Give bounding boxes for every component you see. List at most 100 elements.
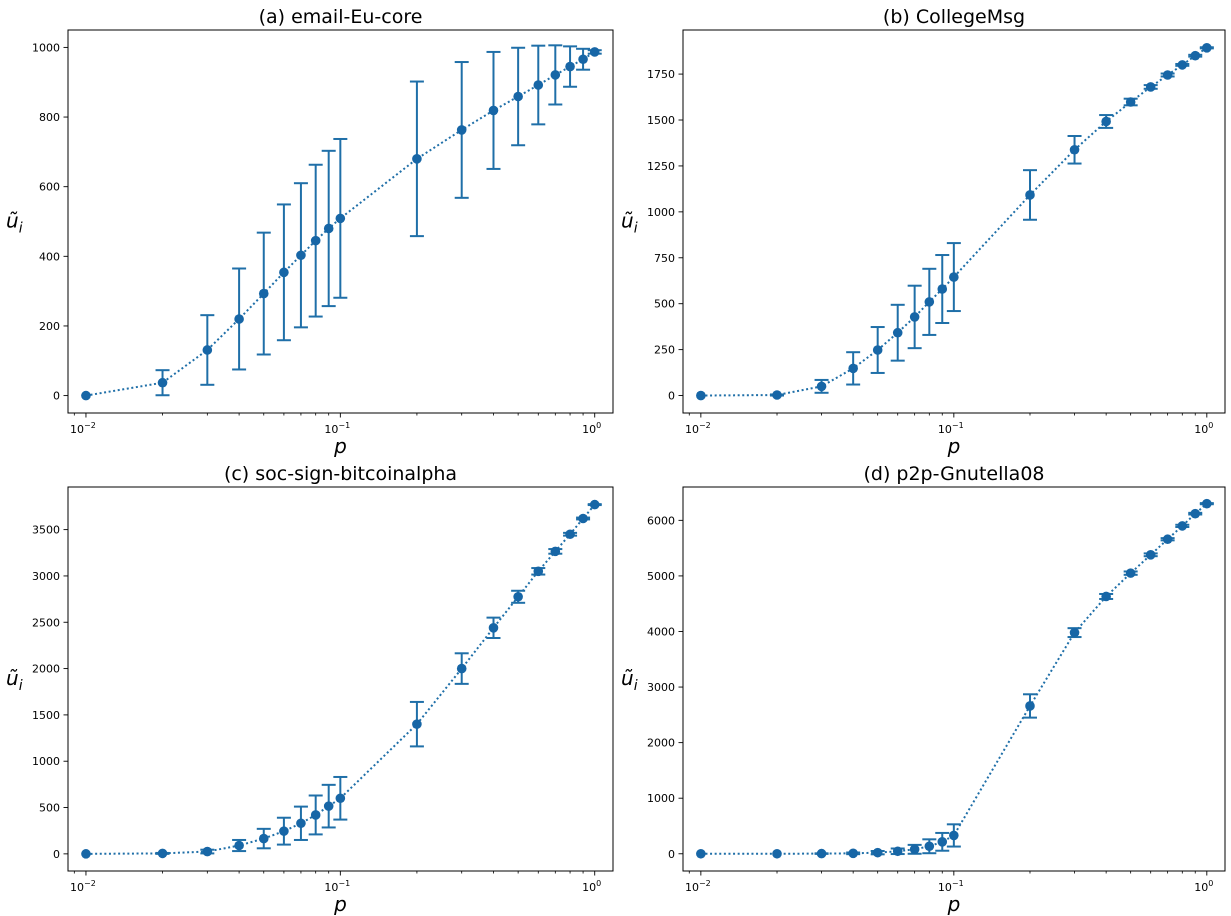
marker bbox=[696, 848, 706, 859]
y-tick-label: 3000 bbox=[647, 681, 675, 694]
data-point bbox=[1188, 50, 1203, 61]
y-tick-label: 1750 bbox=[647, 68, 675, 81]
marker bbox=[202, 345, 213, 355]
y-tick-label: 750 bbox=[654, 252, 675, 265]
y-tick-label: 5000 bbox=[647, 570, 675, 583]
marker bbox=[234, 314, 244, 324]
marker bbox=[578, 54, 588, 65]
marker bbox=[81, 390, 91, 401]
data-point bbox=[256, 827, 271, 850]
data-point bbox=[276, 816, 291, 846]
y-tick-label: 2500 bbox=[32, 616, 60, 629]
y-tick-label: 1500 bbox=[647, 114, 675, 127]
y-axis-label: ũi bbox=[621, 666, 638, 694]
panel-b-title: (b) CollegeMsg bbox=[883, 6, 1025, 28]
data-point bbox=[333, 775, 348, 821]
data-point bbox=[935, 831, 950, 852]
data-point bbox=[814, 378, 829, 394]
marker bbox=[234, 840, 244, 851]
data-point bbox=[696, 848, 706, 859]
marker bbox=[157, 377, 168, 388]
marker bbox=[310, 810, 321, 820]
data-point bbox=[922, 267, 937, 336]
y-tick-label: 500 bbox=[654, 298, 675, 311]
panel-c: (c) soc-sign-bitcoinalpha 10−2 10−1 100 0 500… bbox=[6, 463, 614, 916]
marker bbox=[578, 513, 588, 524]
marker bbox=[1202, 43, 1212, 53]
marker bbox=[488, 105, 499, 116]
data-point bbox=[308, 163, 323, 318]
data-point bbox=[232, 267, 247, 371]
marker bbox=[1025, 701, 1035, 711]
y-tick-label: 6000 bbox=[647, 514, 675, 527]
data-point bbox=[890, 846, 905, 857]
marker bbox=[412, 719, 422, 729]
panel-c-title: (c) soc-sign-bitcoinalpha bbox=[224, 463, 457, 485]
marker bbox=[1190, 508, 1201, 519]
x-tick-label: 10−1 bbox=[324, 879, 350, 894]
marker bbox=[1125, 97, 1136, 107]
data-point bbox=[1067, 627, 1082, 639]
marker bbox=[772, 390, 782, 400]
data-point bbox=[846, 351, 861, 386]
data-point bbox=[409, 700, 424, 748]
marker bbox=[279, 826, 289, 836]
data-point bbox=[454, 61, 469, 199]
marker bbox=[589, 47, 600, 57]
y-tick-label: 1000 bbox=[32, 41, 60, 54]
data-point bbox=[308, 794, 323, 836]
data-point bbox=[890, 303, 905, 362]
marker bbox=[1125, 568, 1136, 578]
marker bbox=[335, 793, 346, 804]
data-point bbox=[486, 50, 501, 170]
data-point bbox=[1199, 498, 1214, 509]
x-tick-label: 10−2 bbox=[685, 879, 711, 894]
x-tick-label: 10−1 bbox=[938, 421, 964, 436]
marker bbox=[892, 846, 903, 857]
y-axis-label: ũi bbox=[6, 209, 23, 237]
y-tick-label: 800 bbox=[39, 111, 60, 124]
data-point bbox=[276, 203, 291, 342]
x-tick-label: 10−1 bbox=[938, 879, 964, 894]
x-tick-label: 100 bbox=[1194, 879, 1213, 894]
marker bbox=[412, 154, 422, 164]
marker bbox=[565, 529, 575, 540]
data-point bbox=[200, 314, 215, 386]
y-tick-label: 200 bbox=[39, 320, 60, 333]
y-tick-label: 0 bbox=[53, 390, 60, 403]
marker bbox=[1101, 591, 1111, 602]
data-point bbox=[587, 499, 602, 510]
data-point bbox=[696, 390, 706, 401]
axes-frame bbox=[682, 29, 1226, 414]
marker bbox=[258, 833, 269, 844]
data-point bbox=[1022, 169, 1037, 221]
marker bbox=[848, 363, 858, 374]
data-point bbox=[81, 390, 91, 401]
y-tick-label: 0 bbox=[53, 848, 60, 861]
data-point bbox=[321, 783, 336, 829]
x-tick-label: 10−2 bbox=[70, 879, 96, 894]
marker bbox=[872, 345, 883, 355]
data-point bbox=[200, 846, 215, 857]
y-tick-label: 1250 bbox=[647, 160, 675, 173]
y-tick-label: 500 bbox=[39, 802, 60, 815]
data-point bbox=[846, 848, 861, 859]
x-tick-label: 100 bbox=[582, 879, 601, 894]
data-point bbox=[1123, 568, 1138, 578]
marker bbox=[816, 848, 827, 859]
marker bbox=[456, 663, 467, 674]
marker bbox=[1177, 521, 1188, 531]
marker bbox=[488, 623, 499, 633]
marker bbox=[949, 272, 959, 282]
data-point bbox=[333, 137, 348, 299]
y-tick-label: 4000 bbox=[647, 625, 675, 638]
data-point bbox=[922, 838, 937, 855]
y-tick-label: 250 bbox=[654, 344, 675, 357]
marker bbox=[81, 849, 91, 859]
data-point bbox=[1143, 82, 1158, 92]
data-point bbox=[321, 149, 336, 308]
marker bbox=[1069, 627, 1080, 638]
marker bbox=[1145, 549, 1156, 560]
data-point bbox=[946, 242, 961, 313]
